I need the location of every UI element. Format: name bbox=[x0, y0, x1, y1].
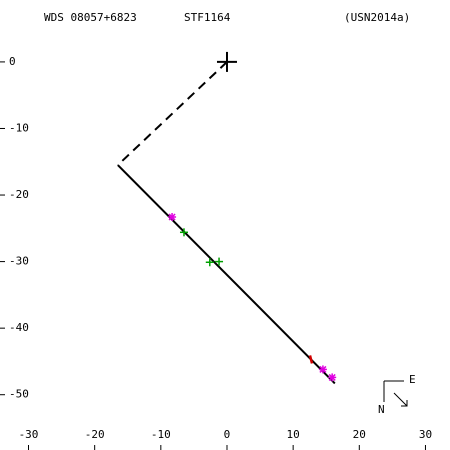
orbit-line bbox=[117, 61, 228, 166]
reference-label: (USN2014a) bbox=[344, 11, 410, 24]
x-tick-label: 10 bbox=[287, 428, 300, 441]
asterisk-stroke bbox=[168, 213, 176, 221]
tick-stroke bbox=[308, 355, 314, 364]
x-tick-label: 20 bbox=[353, 428, 366, 441]
compass-east: E bbox=[409, 373, 416, 386]
compass-arrow bbox=[393, 392, 408, 407]
observation bbox=[308, 355, 314, 364]
x-tick-label: 0 bbox=[224, 428, 231, 441]
compass: N E bbox=[378, 373, 416, 416]
x-tick-label: -10 bbox=[151, 428, 171, 441]
observation bbox=[179, 228, 188, 237]
observation bbox=[215, 257, 224, 266]
observation bbox=[318, 365, 327, 374]
chart-title: STF1164 bbox=[184, 11, 231, 24]
asterisk-stroke bbox=[319, 365, 327, 373]
y-tick-label: -40 bbox=[9, 321, 29, 334]
x-tick-label: 30 bbox=[419, 428, 432, 441]
compass-arrowhead bbox=[401, 400, 408, 407]
observation bbox=[205, 258, 214, 267]
observation bbox=[328, 373, 337, 382]
x-tick-label: -30 bbox=[19, 428, 39, 441]
y-tick-label: -50 bbox=[9, 388, 29, 401]
y-tick-label: -30 bbox=[9, 255, 29, 268]
wds-label: WDS 08057+6823 bbox=[44, 11, 137, 24]
compass-north: N bbox=[378, 403, 385, 416]
orbit-line bbox=[117, 164, 336, 385]
x-tick-label: -20 bbox=[85, 428, 105, 441]
asterisk-stroke bbox=[328, 373, 336, 381]
primary-star bbox=[216, 51, 237, 72]
y-tick-label: -10 bbox=[9, 121, 29, 134]
y-tick-label: -20 bbox=[9, 188, 29, 201]
y-tick-label: 0 bbox=[9, 55, 16, 68]
observation bbox=[168, 212, 177, 221]
